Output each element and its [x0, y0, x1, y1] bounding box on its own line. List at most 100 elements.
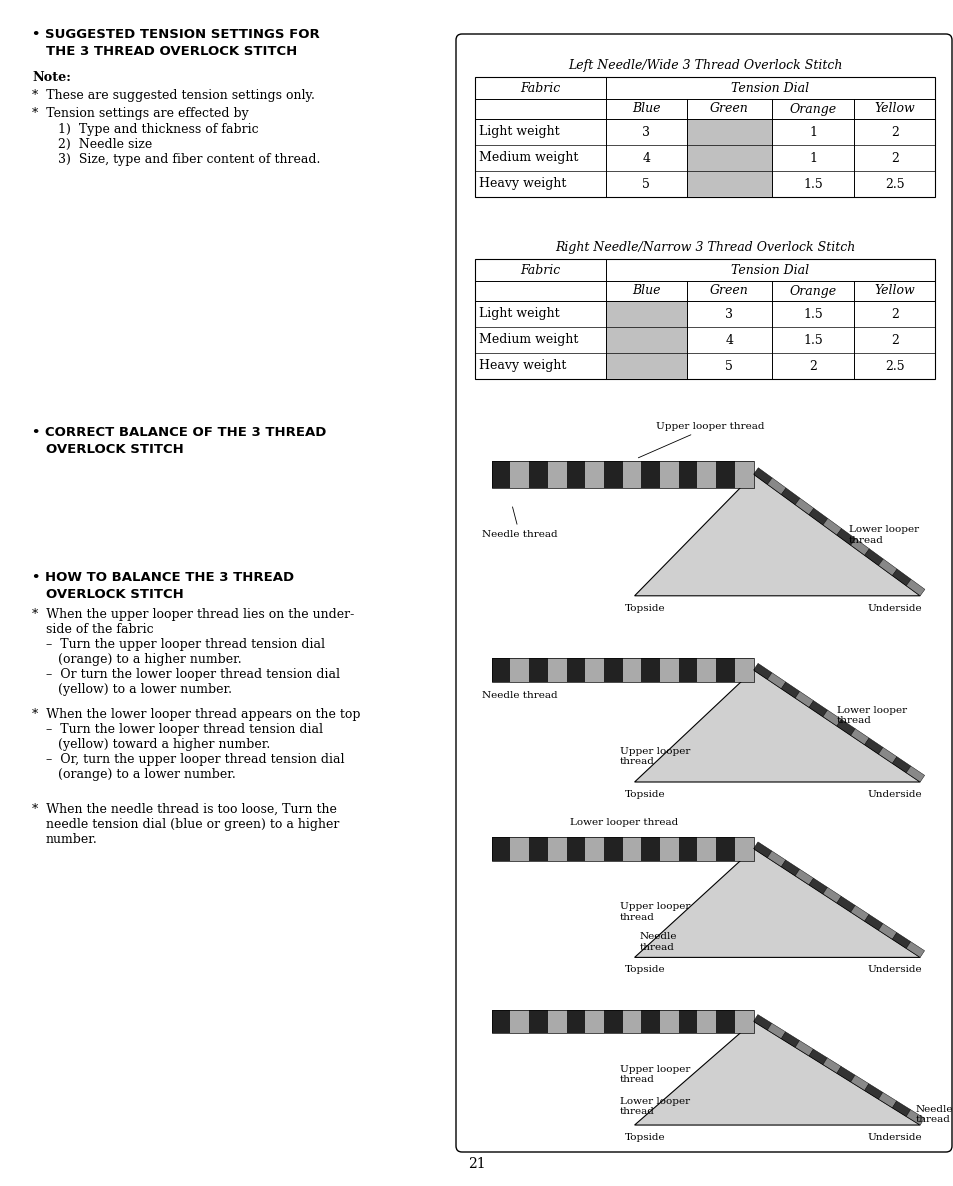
- Text: Orange: Orange: [789, 102, 836, 115]
- Polygon shape: [781, 487, 800, 504]
- Polygon shape: [766, 478, 785, 495]
- Text: 5: 5: [641, 178, 650, 191]
- Polygon shape: [863, 549, 882, 566]
- Bar: [734, 836, 753, 861]
- Bar: [585, 658, 603, 682]
- Text: • CORRECT BALANCE OF THE 3 THREAD: • CORRECT BALANCE OF THE 3 THREAD: [32, 426, 326, 439]
- Text: Upper looper thread: Upper looper thread: [638, 422, 763, 458]
- Text: number.: number.: [46, 833, 97, 846]
- Polygon shape: [753, 663, 771, 680]
- Text: Right Needle/Narrow 3 Thread Overlock Stitch: Right Needle/Narrow 3 Thread Overlock St…: [555, 242, 854, 255]
- Bar: [492, 658, 753, 682]
- Bar: [603, 658, 622, 682]
- Bar: [716, 461, 734, 487]
- Bar: [659, 836, 679, 861]
- Polygon shape: [878, 559, 896, 575]
- Text: Lower looper
thread: Lower looper thread: [836, 706, 905, 725]
- Text: Lower looper
thread: Lower looper thread: [848, 525, 918, 544]
- Text: 2.5: 2.5: [884, 359, 903, 372]
- Bar: [566, 836, 585, 861]
- Bar: [475, 77, 934, 197]
- Text: 5: 5: [724, 359, 732, 372]
- Bar: [547, 658, 566, 682]
- Polygon shape: [753, 842, 771, 857]
- Text: Topside: Topside: [624, 790, 664, 799]
- Polygon shape: [766, 1024, 784, 1039]
- Text: Orange: Orange: [789, 285, 836, 298]
- Text: Underside: Underside: [866, 1133, 922, 1142]
- Bar: [492, 836, 510, 861]
- Text: Medium weight: Medium weight: [478, 333, 578, 346]
- Text: 2: 2: [890, 307, 898, 320]
- Text: 1.5: 1.5: [802, 307, 822, 320]
- Bar: [686, 119, 771, 197]
- Text: (yellow) to a lower number.: (yellow) to a lower number.: [58, 683, 232, 696]
- Bar: [603, 1010, 622, 1033]
- Text: 2: 2: [890, 333, 898, 346]
- Text: –  Or turn the lower looper thread tension dial: – Or turn the lower looper thread tensio…: [46, 668, 339, 681]
- Text: (yellow) toward a higher number.: (yellow) toward a higher number.: [58, 738, 270, 751]
- Polygon shape: [781, 1032, 799, 1047]
- Bar: [492, 836, 753, 861]
- Bar: [492, 461, 510, 487]
- Text: 4: 4: [724, 333, 733, 346]
- Polygon shape: [634, 670, 920, 782]
- Text: Lower looper
thread: Lower looper thread: [618, 1097, 689, 1116]
- Text: Topside: Topside: [624, 604, 664, 613]
- Text: OVERLOCK STITCH: OVERLOCK STITCH: [46, 444, 184, 455]
- Polygon shape: [753, 467, 771, 484]
- Text: *  When the needle thread is too loose, Turn the: * When the needle thread is too loose, T…: [32, 803, 336, 816]
- Bar: [734, 658, 753, 682]
- FancyBboxPatch shape: [456, 34, 951, 1152]
- Bar: [640, 1010, 659, 1033]
- Bar: [603, 836, 622, 861]
- Text: Yellow: Yellow: [874, 102, 914, 115]
- Text: Upper looper
thread: Upper looper thread: [618, 903, 689, 922]
- Bar: [716, 658, 734, 682]
- Bar: [734, 1010, 753, 1033]
- Text: Fabric: Fabric: [520, 263, 560, 276]
- Text: side of the fabric: side of the fabric: [46, 623, 153, 636]
- Bar: [566, 1010, 585, 1033]
- Polygon shape: [891, 569, 910, 586]
- Text: *  When the lower looper thread appears on the top: * When the lower looper thread appears o…: [32, 708, 360, 721]
- Bar: [622, 461, 640, 487]
- Text: needle tension dial (blue or green) to a higher: needle tension dial (blue or green) to a…: [46, 818, 339, 831]
- Text: –  Turn the lower looper thread tension dial: – Turn the lower looper thread tension d…: [46, 723, 323, 737]
- Polygon shape: [891, 932, 910, 949]
- Text: 2: 2: [890, 152, 898, 165]
- Bar: [697, 836, 716, 861]
- Text: Light weight: Light weight: [478, 126, 559, 139]
- Polygon shape: [850, 538, 868, 555]
- Bar: [585, 461, 603, 487]
- Bar: [492, 461, 753, 487]
- Bar: [547, 461, 566, 487]
- Polygon shape: [863, 914, 882, 930]
- Polygon shape: [878, 924, 896, 939]
- Polygon shape: [808, 1050, 826, 1065]
- Text: Upper looper
thread: Upper looper thread: [618, 1065, 689, 1084]
- Text: Heavy weight: Heavy weight: [478, 178, 566, 191]
- Text: 1: 1: [808, 126, 816, 139]
- Bar: [510, 461, 529, 487]
- Bar: [585, 836, 603, 861]
- Text: (orange) to a higher number.: (orange) to a higher number.: [58, 653, 241, 667]
- Text: 3: 3: [641, 126, 650, 139]
- Text: Tension Dial: Tension Dial: [731, 82, 809, 95]
- Bar: [716, 1010, 734, 1033]
- Bar: [475, 259, 934, 380]
- Text: Blue: Blue: [632, 102, 659, 115]
- Text: Lower looper thread: Lower looper thread: [570, 817, 678, 827]
- Text: Heavy weight: Heavy weight: [478, 359, 566, 372]
- Polygon shape: [753, 1014, 771, 1029]
- Polygon shape: [850, 728, 868, 745]
- Polygon shape: [836, 1066, 854, 1082]
- Text: Needle
thread: Needle thread: [914, 1105, 952, 1124]
- Text: Medium weight: Medium weight: [478, 152, 578, 165]
- Text: 1: 1: [808, 152, 816, 165]
- Bar: [529, 461, 547, 487]
- Text: Tension Dial: Tension Dial: [731, 263, 809, 276]
- Bar: [640, 658, 659, 682]
- Bar: [566, 461, 585, 487]
- Bar: [659, 658, 679, 682]
